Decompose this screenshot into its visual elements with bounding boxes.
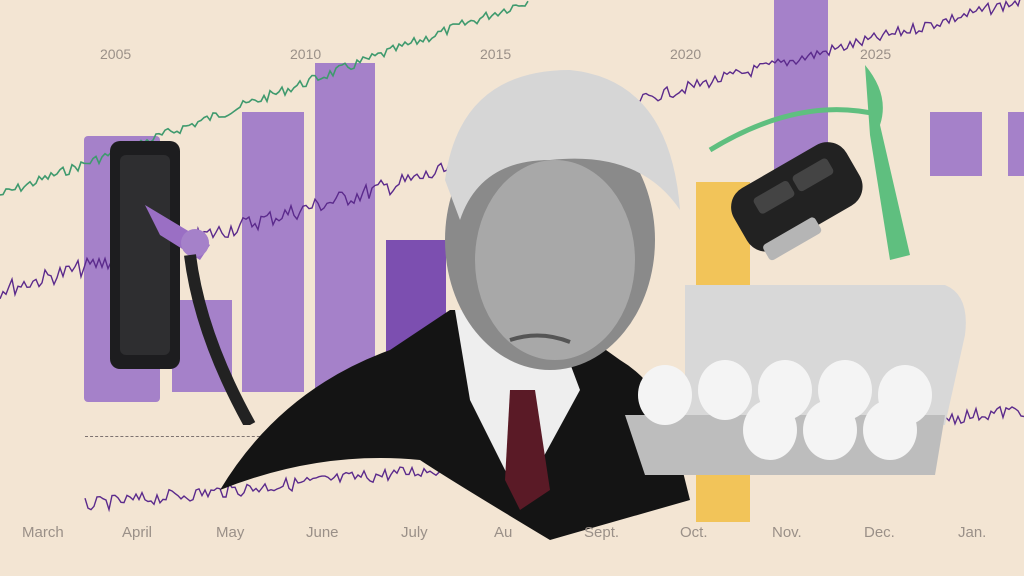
bar bbox=[1008, 112, 1024, 176]
year-label: 2010 bbox=[290, 46, 322, 62]
month-label: April bbox=[122, 524, 153, 541]
bar bbox=[930, 112, 982, 176]
month-label: March bbox=[22, 524, 64, 541]
year-label: 2025 bbox=[860, 46, 892, 62]
month-label: Au bbox=[494, 524, 513, 541]
egg-carton-icon bbox=[625, 285, 966, 475]
month-label: Nov. bbox=[772, 524, 802, 541]
dashed-reference-line bbox=[85, 436, 275, 437]
green-trend-line bbox=[0, 0, 529, 196]
month-label: Jan. bbox=[958, 524, 987, 541]
year-label: 2005 bbox=[100, 46, 132, 62]
year-label: 2015 bbox=[480, 46, 512, 62]
bar bbox=[315, 63, 375, 392]
month-label: Dec. bbox=[864, 524, 895, 541]
month-label: June bbox=[306, 524, 339, 541]
purple-trend-line bbox=[0, 160, 451, 300]
month-label: Sept. bbox=[584, 524, 620, 541]
bar bbox=[242, 112, 304, 392]
purple-trend-line bbox=[639, 0, 1021, 102]
year-label: 2020 bbox=[670, 46, 702, 62]
month-label: May bbox=[216, 524, 245, 541]
gas-pump-icon bbox=[110, 141, 256, 425]
portrait-photo bbox=[220, 70, 690, 540]
month-label: Oct. bbox=[680, 524, 708, 541]
car-key-icon bbox=[708, 65, 910, 261]
month-label: July bbox=[401, 524, 428, 541]
